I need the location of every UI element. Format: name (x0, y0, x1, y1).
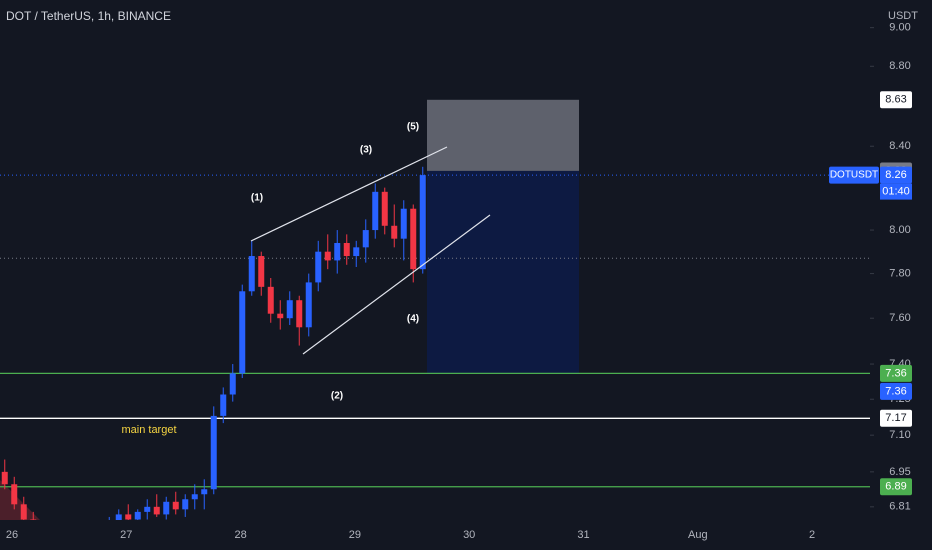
wedge-lower (302, 214, 491, 355)
x-tick-label: 28 (234, 529, 246, 541)
price-tag-box (880, 91, 912, 109)
x-tick-label: 31 (577, 529, 589, 541)
candle-body (381, 191, 388, 226)
candle-body (153, 506, 160, 515)
candle-body (419, 175, 426, 270)
y-tick-label: 6.95 (889, 466, 910, 478)
candle-body (343, 243, 350, 257)
price-tag-label: 7.17 (885, 412, 906, 424)
countdown-box (880, 183, 912, 200)
candle-body (30, 519, 37, 520)
shaded-drawing (0, 480, 40, 520)
y-tick-label: 7.10 (889, 429, 910, 441)
wedge-upper (250, 146, 448, 242)
candle-body (258, 256, 265, 287)
candle-body (324, 251, 331, 261)
candle-body (239, 291, 246, 374)
x-tick-label: 29 (349, 529, 361, 541)
wave-label: (2) (331, 391, 343, 402)
plot-area (0, 99, 870, 520)
y-tick-label: 6.81 (889, 501, 910, 513)
candle-body (362, 230, 369, 248)
price-tag-box (880, 409, 912, 427)
candle-body (172, 501, 179, 510)
price-tag-label: 7.36 (885, 367, 906, 379)
x-tick-label: 30 (463, 529, 475, 541)
candle-body (267, 286, 274, 314)
price-tag: 8.26 01:40 DOTUSDT (829, 166, 912, 200)
candle-body (334, 243, 341, 261)
x-tick-label: 26 (6, 529, 18, 541)
candle-body (144, 506, 151, 512)
wave-label: (4) (407, 314, 419, 325)
candle-body (182, 499, 189, 510)
x-tick-label: Aug (688, 529, 708, 541)
y-tick-label: 8.00 (889, 224, 910, 236)
stop-zone (427, 99, 579, 171)
candle-body (115, 514, 122, 520)
price-tag-box (880, 478, 912, 496)
candle-body (125, 514, 132, 520)
wave-label: (3) (360, 145, 372, 156)
candle-body (229, 373, 236, 395)
x-tick-label: 27 (120, 529, 132, 541)
price-tag-label: 8.63 (885, 94, 906, 106)
y-tick-label: 7.60 (889, 312, 910, 324)
price-tag: 7.36 (880, 382, 912, 400)
target-text: main target (121, 424, 176, 436)
candle-body (134, 511, 141, 520)
price-tag-box (880, 364, 912, 382)
y-tick-label: 7.80 (889, 267, 910, 279)
chart-title: DOT / TetherUS, 1h, BINANCE (6, 9, 171, 23)
wave-label: (1) (251, 193, 263, 204)
candle-body (277, 313, 284, 319)
price-tag: 8.63 (880, 91, 912, 109)
price-tag: 7.36 (880, 364, 912, 382)
symbol-box (829, 166, 879, 184)
price-tag-box (880, 382, 912, 400)
countdown: 01:40 (882, 186, 910, 198)
wave-label: (5) (407, 122, 419, 133)
candle-body (315, 251, 322, 283)
y-tick-label: 8.80 (889, 60, 910, 72)
candle-body (305, 282, 312, 328)
candle-body (20, 504, 27, 520)
currency: USDT (888, 10, 918, 22)
candle-body (210, 415, 217, 490)
price-tag-label: 6.89 (885, 481, 906, 493)
x-tick-label: 2 (809, 529, 815, 541)
symbol-label: DOTUSDT (830, 170, 878, 181)
candle-body (400, 208, 407, 239)
candle-body (163, 501, 170, 515)
candle-body (191, 494, 198, 500)
y-tick-label: 9.00 (889, 22, 910, 34)
candle-body (11, 484, 18, 505)
candle-body (372, 191, 379, 231)
y-tick-label: 8.40 (889, 140, 910, 152)
candle-body (248, 256, 255, 292)
price-tag: 6.89 (880, 478, 912, 496)
candle-body (410, 208, 417, 270)
price-tag-box (880, 166, 912, 184)
candle-body (391, 225, 398, 239)
price-tag-label: 8.26 (885, 169, 906, 181)
drawings: (1) (2) (3) (4) (5) main target (121, 122, 491, 436)
price-tag: 7.17 (880, 409, 912, 427)
candle-body (201, 489, 208, 495)
candle-body (1, 471, 8, 485)
candle-body (220, 394, 227, 416)
candle-body (296, 300, 303, 328)
candle-body (286, 300, 293, 319)
candle-body (353, 247, 360, 257)
price-tag-label: 7.36 (885, 385, 906, 397)
target-zone (427, 170, 579, 374)
